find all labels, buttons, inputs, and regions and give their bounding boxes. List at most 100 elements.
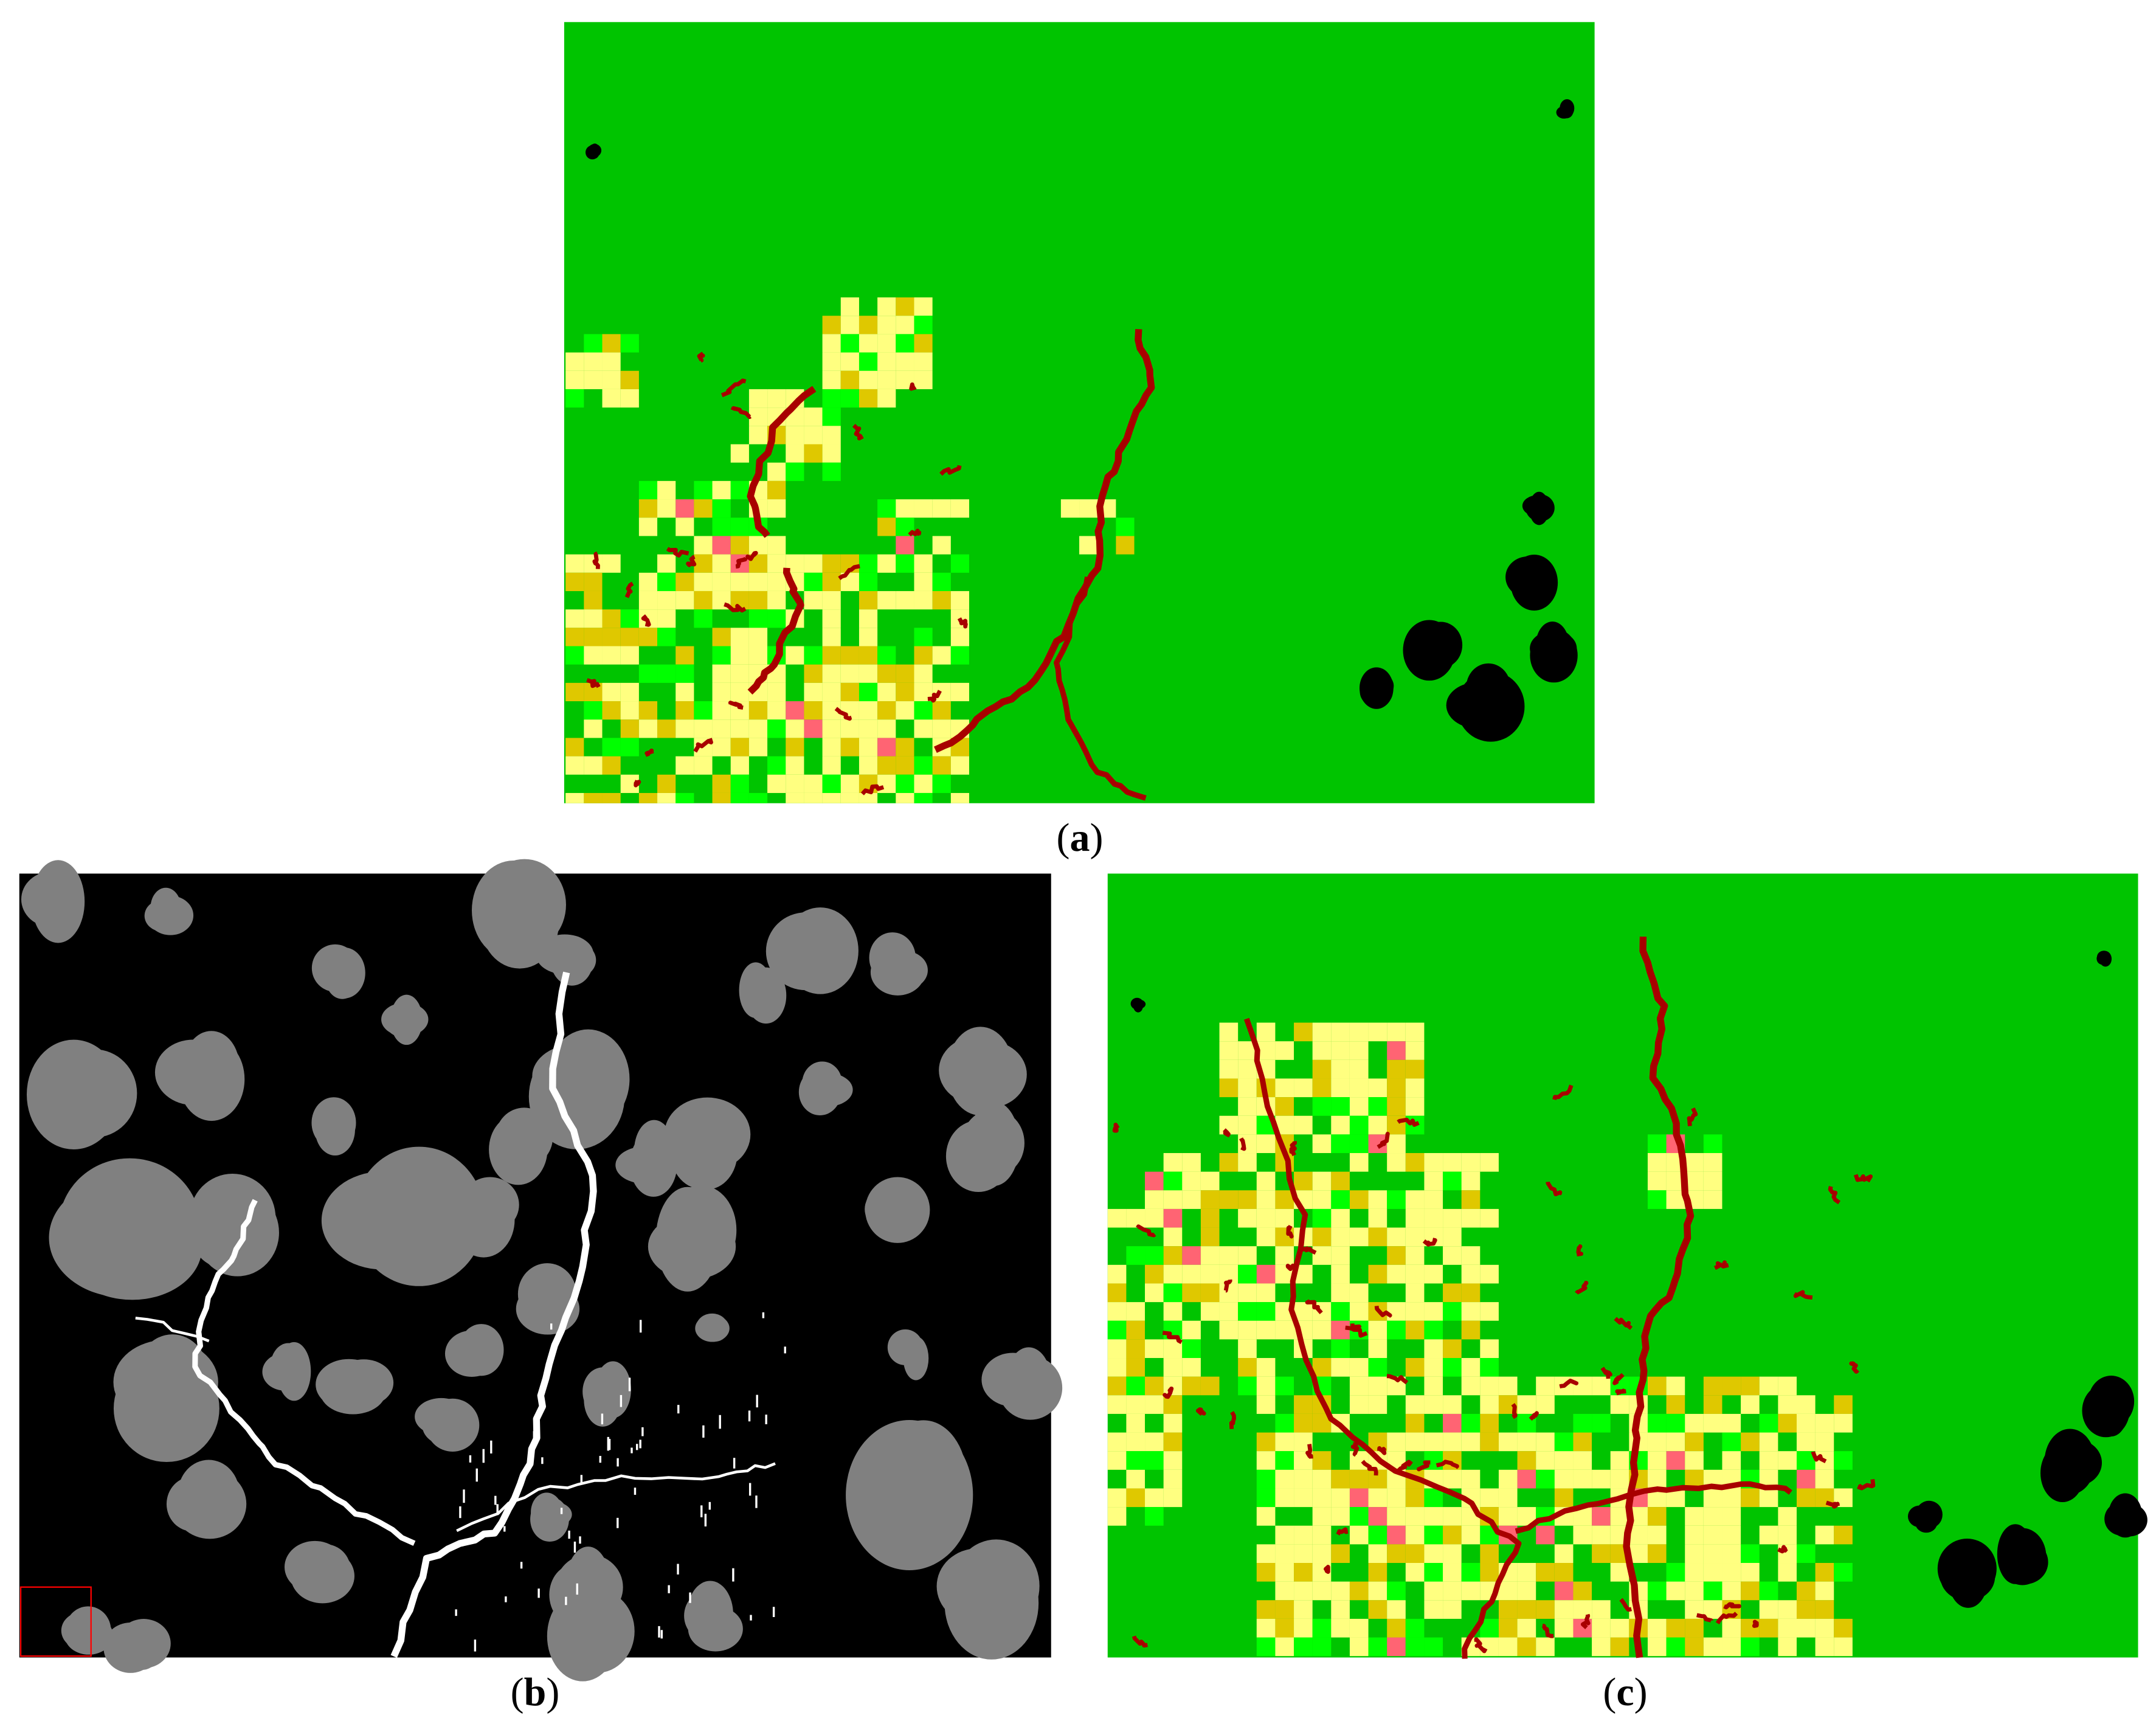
risk-cell: [602, 756, 621, 775]
risk-cell: [712, 628, 731, 646]
gray-buffer-zone: [525, 1281, 568, 1334]
red-pocket: [724, 602, 747, 613]
red-flow-path: [747, 386, 817, 538]
risk-cell: [1275, 1320, 1294, 1340]
risk-cell: [1405, 1544, 1425, 1564]
risk-cell: [1722, 1507, 1741, 1526]
risk-cell: [1238, 1134, 1257, 1154]
risk-cell: [1238, 1339, 1257, 1359]
risk-cell: [840, 719, 859, 738]
white-fragment: [607, 1436, 610, 1451]
risk-cell: [1368, 1395, 1387, 1414]
panel-c-label: (c): [1603, 1670, 1648, 1714]
risk-cell: [932, 499, 951, 518]
risk-cell: [1461, 1376, 1481, 1396]
risk-cell: [1424, 1581, 1443, 1601]
risk-cell: [1256, 1618, 1276, 1638]
risk-cell: [1666, 1395, 1685, 1414]
risk-cell: [1275, 1432, 1294, 1452]
risk-cell: [1275, 1637, 1294, 1657]
risk-cell: [657, 499, 676, 518]
risk-cell: [1256, 1451, 1276, 1470]
risk-cell: [1703, 1637, 1722, 1657]
risk-cell: [565, 628, 584, 646]
risk-cell: [1759, 1432, 1778, 1452]
risk-cell: [730, 628, 749, 646]
risk-cell: [657, 591, 676, 610]
risk-cell: [859, 664, 878, 683]
red-pocket: [838, 564, 860, 580]
risk-cell: [822, 462, 841, 481]
risk-cell: [1554, 1600, 1574, 1619]
risk-cell: [1219, 1041, 1239, 1060]
risk-cell: [748, 628, 768, 646]
risk-cell: [1815, 1413, 1834, 1433]
risk-cell: [1592, 1618, 1611, 1638]
red-pocket: [693, 738, 713, 753]
red-pocket: [1696, 1613, 1713, 1623]
risk-cell: [657, 719, 676, 738]
risk-cell: [1443, 1432, 1462, 1452]
risk-cell: [584, 792, 603, 803]
risk-cell: [1163, 1488, 1183, 1508]
risk-cell: [1703, 1488, 1722, 1508]
risk-cell: [620, 646, 639, 665]
risk-cell: [1759, 1600, 1778, 1619]
risk-cell: [1331, 1544, 1350, 1564]
risk-cell: [1126, 1358, 1145, 1377]
risk-cell: [822, 646, 841, 665]
risk-cell: [804, 792, 823, 803]
risk-cell: [767, 572, 786, 591]
risk-cell: [877, 352, 896, 371]
risk-cell: [804, 774, 823, 793]
risk-cell: [1610, 1637, 1629, 1657]
risk-cell: [1536, 1600, 1555, 1619]
risk-cell: [1443, 1581, 1462, 1601]
risk-cell: [1573, 1469, 1592, 1489]
risk-cell: [1275, 1544, 1294, 1564]
white-fragment: [505, 1596, 507, 1602]
risk-cell: [932, 774, 951, 793]
red-pocket: [1223, 1128, 1231, 1138]
risk-cell: [1685, 1525, 1704, 1545]
risk-cell: [675, 792, 694, 803]
risk-cell: [1685, 1618, 1704, 1638]
risk-cell: [804, 407, 823, 426]
white-fragment: [702, 1425, 705, 1438]
risk-cell: [730, 774, 749, 793]
risk-cell: [1722, 1432, 1741, 1452]
risk-cell: [1443, 1208, 1462, 1228]
risk-cell: [1349, 1488, 1369, 1508]
gray-buffer-zone: [696, 1313, 728, 1341]
gray-buffer-zone: [36, 872, 85, 939]
risk-cell: [730, 518, 749, 536]
risk-cell: [1368, 1022, 1387, 1042]
red-pocket: [720, 378, 747, 398]
risk-cell: [1610, 1395, 1629, 1414]
risk-cell: [914, 316, 933, 334]
risk-cell: [712, 499, 731, 518]
risk-cell: [1703, 1581, 1722, 1601]
risk-cell: [1238, 1246, 1257, 1265]
risk-cell: [1498, 1469, 1518, 1489]
risk-cell: [877, 297, 896, 316]
gray-buffer-zone: [773, 922, 849, 977]
risk-cell: [1797, 1413, 1816, 1433]
white-fragment: [628, 1377, 631, 1391]
risk-cell: [1256, 1563, 1276, 1582]
risk-cell: [1405, 1041, 1425, 1060]
risk-cell: [1741, 1488, 1760, 1508]
risk-cell: [1405, 1358, 1425, 1377]
risk-cell: [1703, 1413, 1722, 1433]
risk-cell: [896, 334, 914, 353]
risk-cell: [786, 462, 804, 481]
white-fragment: [503, 1526, 506, 1532]
risk-cell: [1797, 1544, 1816, 1564]
risk-cell: [602, 628, 621, 646]
white-fragment: [668, 1585, 670, 1593]
risk-cell: [620, 334, 639, 353]
risk-cell: [584, 646, 603, 665]
risk-cell: [694, 554, 713, 573]
risk-cell: [1349, 1618, 1369, 1638]
risk-cell: [804, 701, 823, 720]
